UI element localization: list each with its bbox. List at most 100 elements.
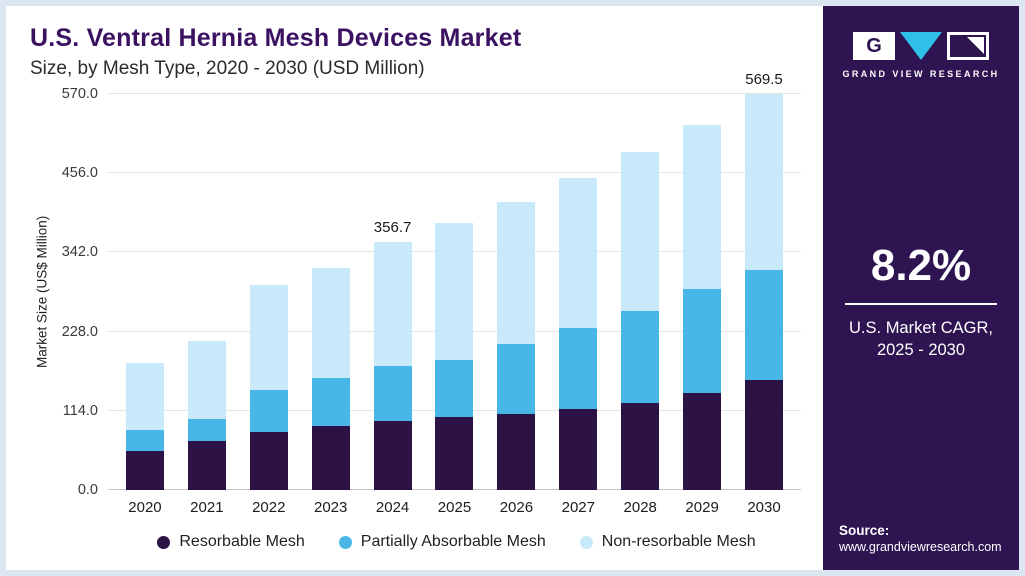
bar-segment-resorbable-mesh	[187, 441, 226, 490]
bar-stack-2021	[187, 341, 226, 490]
bar-segment-partially-absorbable-mesh	[249, 389, 288, 433]
cagr-label-line2: 2025 - 2030	[876, 341, 966, 359]
logo-flag-icon	[946, 32, 989, 60]
cagr-label: U.S. Market CAGR, 2025 - 2030	[837, 317, 1005, 362]
bar-segment-partially-absorbable-mesh	[745, 270, 784, 381]
y-tick-label: 228.0	[61, 323, 98, 340]
bar-segment-non-resorbable-mesh	[125, 362, 164, 431]
brand-sidebar: G GRAND VIEW RESEARCH 8.2% U.S. Market C…	[823, 6, 1019, 570]
chart-legend: Resorbable Mesh Partially Absorbable Mesh…	[90, 533, 823, 551]
legend-item-resorbable-mesh: Resorbable Mesh	[157, 533, 305, 551]
bar-value-label-2024: 356.7	[373, 219, 412, 237]
logo-g-icon: G	[852, 32, 895, 60]
bar-2030: 569.5	[733, 71, 795, 490]
bar-segment-resorbable-mesh	[435, 417, 474, 490]
chart-title: U.S. Ventral Hernia Mesh Devices Market	[30, 24, 522, 52]
chart-subtitle: Size, by Mesh Type, 2020 - 2030 (USD Mil…	[30, 58, 425, 79]
plot-area: 356.7 569.5	[108, 71, 801, 490]
bar-stack-2023	[311, 267, 350, 490]
bar-segment-non-resorbable-mesh	[311, 267, 350, 379]
y-tick-label: 570.0	[61, 86, 98, 102]
x-tick-label-2025: 2025	[437, 499, 472, 516]
bar-stack-2030	[745, 94, 784, 490]
legend-label: Partially Absorbable Mesh	[360, 533, 546, 550]
legend-item-non-resorbable-mesh: Non-resorbable Mesh	[579, 533, 756, 551]
source-url: www.grandviewresearch.com	[839, 540, 1002, 554]
bars-row: 356.7 569.5	[108, 71, 801, 490]
bar-segment-resorbable-mesh	[125, 451, 164, 490]
bar-segment-resorbable-mesh	[745, 380, 784, 490]
cagr-value: 8.2%	[845, 241, 997, 305]
y-tick-label: 0.0	[77, 482, 98, 498]
bar-segment-partially-absorbable-mesh	[187, 418, 226, 442]
bar-segment-partially-absorbable-mesh	[311, 378, 350, 427]
x-tick-label-2023: 2023	[313, 499, 348, 516]
bar-2025	[424, 223, 486, 490]
bar-stack-2026	[497, 201, 536, 490]
bar-segment-non-resorbable-mesh	[435, 223, 474, 361]
cagr-label-line1: U.S. Market CAGR,	[849, 318, 993, 337]
y-tick-label: 342.0	[61, 244, 98, 261]
bar-2021	[176, 341, 238, 490]
bar-segment-partially-absorbable-mesh	[621, 310, 660, 404]
x-tick-label-2024: 2024	[375, 499, 410, 516]
bar-segment-non-resorbable-mesh	[373, 242, 412, 367]
bar-segment-non-resorbable-mesh	[497, 201, 536, 345]
gvr-logo: G GRAND VIEW RESEARCH	[842, 32, 999, 79]
bar-stack-2027	[559, 178, 598, 490]
bar-stack-2022	[249, 285, 288, 490]
bar-2022	[238, 285, 300, 490]
bar-2024: 356.7	[362, 219, 424, 490]
x-tick-label-2021: 2021	[190, 499, 224, 516]
bar-segment-non-resorbable-mesh	[745, 94, 784, 271]
legend-dot-icon	[157, 535, 171, 549]
x-tick-label-2028: 2028	[623, 499, 657, 516]
bar-segment-non-resorbable-mesh	[683, 124, 722, 290]
legend-dot-icon	[579, 535, 593, 549]
bar-segment-partially-absorbable-mesh	[497, 344, 536, 415]
x-tick-label-2022: 2022	[252, 499, 286, 516]
bar-segment-resorbable-mesh	[683, 393, 722, 490]
gvr-logo-wordmark: GRAND VIEW RESEARCH	[842, 69, 1000, 79]
legend-dot-icon	[338, 535, 352, 549]
x-tick-label-2029: 2029	[685, 499, 719, 516]
bar-segment-resorbable-mesh	[497, 414, 536, 490]
bar-segment-non-resorbable-mesh	[621, 152, 660, 311]
bar-segment-resorbable-mesh	[373, 421, 412, 490]
y-tick-label: 114.0	[62, 402, 98, 419]
source-block: Source: www.grandviewresearch.com	[823, 523, 1019, 570]
bar-segment-resorbable-mesh	[559, 409, 598, 490]
stacked-bar-chart: Market Size (US$ Million) 0.0 114.0 228.0 3…	[30, 71, 823, 498]
bar-2023	[300, 267, 362, 490]
bar-segment-non-resorbable-mesh	[559, 178, 598, 329]
legend-label: Resorbable Mesh	[179, 533, 305, 550]
bar-2020	[114, 362, 176, 490]
x-tick-label-2030: 2030	[747, 499, 781, 516]
x-tick-label-2027: 2027	[561, 499, 595, 516]
bar-2027	[547, 178, 609, 490]
bar-value-label-2030: 569.5	[745, 71, 783, 89]
bar-segment-non-resorbable-mesh	[249, 285, 288, 390]
cagr-block: 8.2% U.S. Market CAGR, 2025 - 2030	[823, 241, 1019, 362]
bar-stack-2020	[125, 362, 164, 490]
bar-stack-2029	[683, 124, 722, 490]
bar-segment-partially-absorbable-mesh	[559, 328, 598, 410]
legend-label: Non-resorbable Mesh	[601, 533, 756, 550]
bar-segment-non-resorbable-mesh	[187, 341, 226, 419]
bar-segment-partially-absorbable-mesh	[683, 289, 722, 394]
bar-segment-partially-absorbable-mesh	[125, 430, 164, 452]
y-axis-title: Market Size (US$ Million)	[34, 215, 50, 369]
y-tick-label: 456.0	[61, 165, 98, 182]
y-axis-ticks: 0.0 114.0 228.0 342.0 456.0 570.0	[54, 86, 108, 498]
bar-segment-resorbable-mesh	[311, 426, 350, 490]
bar-segment-partially-absorbable-mesh	[435, 360, 474, 418]
bar-segment-resorbable-mesh	[249, 432, 288, 490]
x-axis-ticks: 2020 2021 2022 2023 2024 2025 2026 2027 2028 2029…	[108, 499, 801, 516]
bar-2028	[609, 152, 671, 490]
bar-stack-2025	[435, 223, 474, 490]
legend-item-partially-absorbable-mesh: Partially Absorbable Mesh	[338, 533, 546, 551]
bar-stack-2024	[373, 242, 412, 490]
x-tick-label-2026: 2026	[499, 499, 534, 516]
chart-panel: U.S. Ventral Hernia Mesh Devices Market …	[6, 6, 823, 570]
